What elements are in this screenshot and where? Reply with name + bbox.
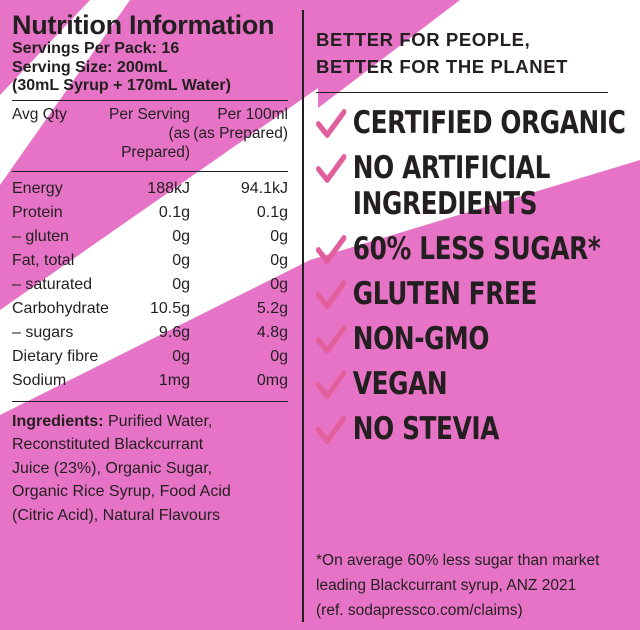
per-serving-value: 0g (172, 347, 190, 365)
ingredients-label: Ingredients: (12, 412, 104, 430)
per-serving-value: 1mg (158, 371, 190, 389)
claim-item: NO STEVIA (316, 411, 564, 447)
per-serving-value: 10.5g (149, 299, 190, 317)
nutrition-rows: Energy 188kJ 94.1kJ Protein 0.1g 0.1g – glut… (12, 177, 288, 393)
table-header-rule (12, 170, 288, 172)
claims-list: CERTIFIED ORGANIC NO ARTIFICIAL INGREDIENT… (316, 105, 626, 447)
ingredients-line: Juice (23%), Organic Sugar, (12, 459, 213, 477)
table-top-rule (12, 99, 288, 101)
per-serving-value: 9.6g (158, 323, 190, 341)
per-100ml-value: 0g (270, 227, 288, 245)
nutrient-name: Dietary fibre (12, 347, 99, 365)
claims-heading: BETTER FOR PEOPLE, BETTER FOR THE PLANET (316, 26, 626, 80)
ingredients-line: Ingredients: Purified Water, (12, 410, 288, 434)
header-per-serving-label: Per Serving (109, 105, 190, 123)
serving-detail: (30mL Syrup + 170mL Water) (12, 77, 231, 94)
serving-size: Serving Size: 200mL (12, 58, 168, 76)
header-per-100ml-label: Per 100ml (217, 105, 288, 123)
table-row: – sugars 9.6g 4.8g (12, 321, 288, 345)
per-serving-value: 0g (172, 227, 190, 245)
ingredients-line: (Citric Acid), Natural Flavours (12, 506, 221, 524)
per-serving-value: 0g (172, 275, 190, 293)
nutrient-name: – saturated (12, 275, 93, 293)
per-100ml-value: 94.1kJ (240, 179, 288, 197)
per-100ml-value: 0g (270, 275, 288, 293)
footnote-line: leading Blackcurrant syrup, ANZ 2021 (316, 577, 577, 594)
per-100ml-value: 4.8g (256, 323, 288, 341)
checkmark-icon (316, 325, 347, 354)
nutrient-name: Fat, total (12, 251, 75, 269)
table-header: Avg Qty Per Serving (as Prepared) Per 10… (12, 105, 288, 162)
checkmark-icon (316, 415, 347, 444)
table-row: Dietary fibre 0g 0g (12, 345, 288, 369)
claim-item: NON-GMO (316, 321, 564, 357)
footnote-line: (ref. sodapressco.com/claims) (316, 602, 523, 619)
nutrient-name: Energy (12, 179, 63, 197)
nutrient-name: – sugars (12, 323, 74, 341)
servings-per-pack: Servings Per Pack: 16 (12, 40, 180, 57)
table-row: Fat, total 0g 0g (12, 249, 288, 273)
checkmark-icon (316, 109, 347, 138)
claim-text: NO ARTIFICIAL (352, 150, 551, 186)
nutrition-title: Nutrition Information (12, 10, 275, 40)
per-100ml-value: 0.1g (256, 203, 288, 221)
claims-heading-line: BETTER FOR THE PLANET (316, 56, 569, 77)
claim-text: VEGAN (352, 366, 448, 402)
panel-divider (302, 10, 304, 622)
per-serving-value: 0.1g (158, 203, 190, 221)
header-avg-qty: Avg Qty (12, 105, 67, 123)
pink-band-left (0, 0, 90, 95)
table-row: Protein 0.1g 0.1g (12, 201, 288, 225)
checkmark-icon (316, 370, 347, 399)
pink-band-top (0, 0, 318, 310)
ingredients-block: Ingredients: Purified Water, Reconstitut… (12, 410, 288, 528)
ingredients-text: Purified Water, (103, 412, 213, 430)
claim-text: 60% LESS SUGAR* (352, 231, 601, 267)
nutrient-name: Sodium (12, 371, 67, 389)
per-100ml-value: 5.2g (256, 299, 288, 317)
claim-text: INGREDIENTS (352, 186, 538, 222)
table-row: Carbohydrate 10.5g 5.2g (12, 297, 288, 321)
claims-heading-line: BETTER FOR PEOPLE, (316, 29, 531, 50)
header-per-100ml: Per 100ml (as Prepared) (190, 105, 288, 162)
ingredients-line: Organic Rice Syrup, Food Acid (12, 483, 231, 500)
claim-text: NON-GMO (352, 321, 490, 357)
footnote-line: *On average 60% less sugar than market (316, 552, 600, 569)
claim-item: VEGAN (316, 366, 564, 402)
claim-text: NO STEVIA (352, 411, 500, 447)
per-100ml-value: 0g (270, 347, 288, 365)
header-per-serving-note: (as Prepared) (121, 124, 190, 161)
pink-band-lower (0, 160, 640, 630)
nutrient-name: Protein (12, 203, 63, 221)
per-serving-value: 188kJ (147, 179, 190, 197)
nutrition-panel: Nutrition Information Servings Per Pack:… (12, 10, 288, 527)
header-per-100ml-note: (as Prepared) (193, 124, 288, 142)
claim-text: GLUTEN FREE (352, 276, 538, 312)
pink-band-right (318, 0, 460, 108)
table-row: – gluten 0g 0g (12, 225, 288, 249)
claim-item: GLUTEN FREE (316, 276, 564, 312)
checkmark-icon (316, 235, 347, 264)
checkmark-icon (316, 154, 347, 183)
table-row: Energy 188kJ 94.1kJ (12, 177, 288, 201)
claim-item: 60% LESS SUGAR* (316, 231, 601, 267)
per-100ml-value: 0mg (256, 371, 288, 389)
header-per-serving: Per Serving (as Prepared) (96, 105, 190, 162)
nutrient-name: Carbohydrate (12, 299, 109, 317)
table-row: – saturated 0g 0g (12, 273, 288, 297)
claims-panel: BETTER FOR PEOPLE, BETTER FOR THE PLANET… (316, 26, 626, 447)
claims-rule (316, 92, 608, 93)
checkmark-icon (316, 280, 347, 309)
claim-item: NO ARTIFICIAL INGREDIENTS (316, 150, 564, 222)
ingredients-line: Reconstituted Blackcurrant (12, 436, 204, 453)
table-row: Sodium 1mg 0mg (12, 369, 288, 393)
claim-item: CERTIFIED ORGANIC (316, 105, 626, 141)
per-serving-value: 0g (172, 251, 190, 269)
nutrient-name: – gluten (12, 227, 69, 245)
table-bottom-rule (12, 400, 288, 402)
footnote: *On average 60% less sugar than market l… (316, 548, 634, 623)
per-100ml-value: 0g (270, 251, 288, 269)
claim-text: CERTIFIED ORGANIC (352, 105, 626, 141)
